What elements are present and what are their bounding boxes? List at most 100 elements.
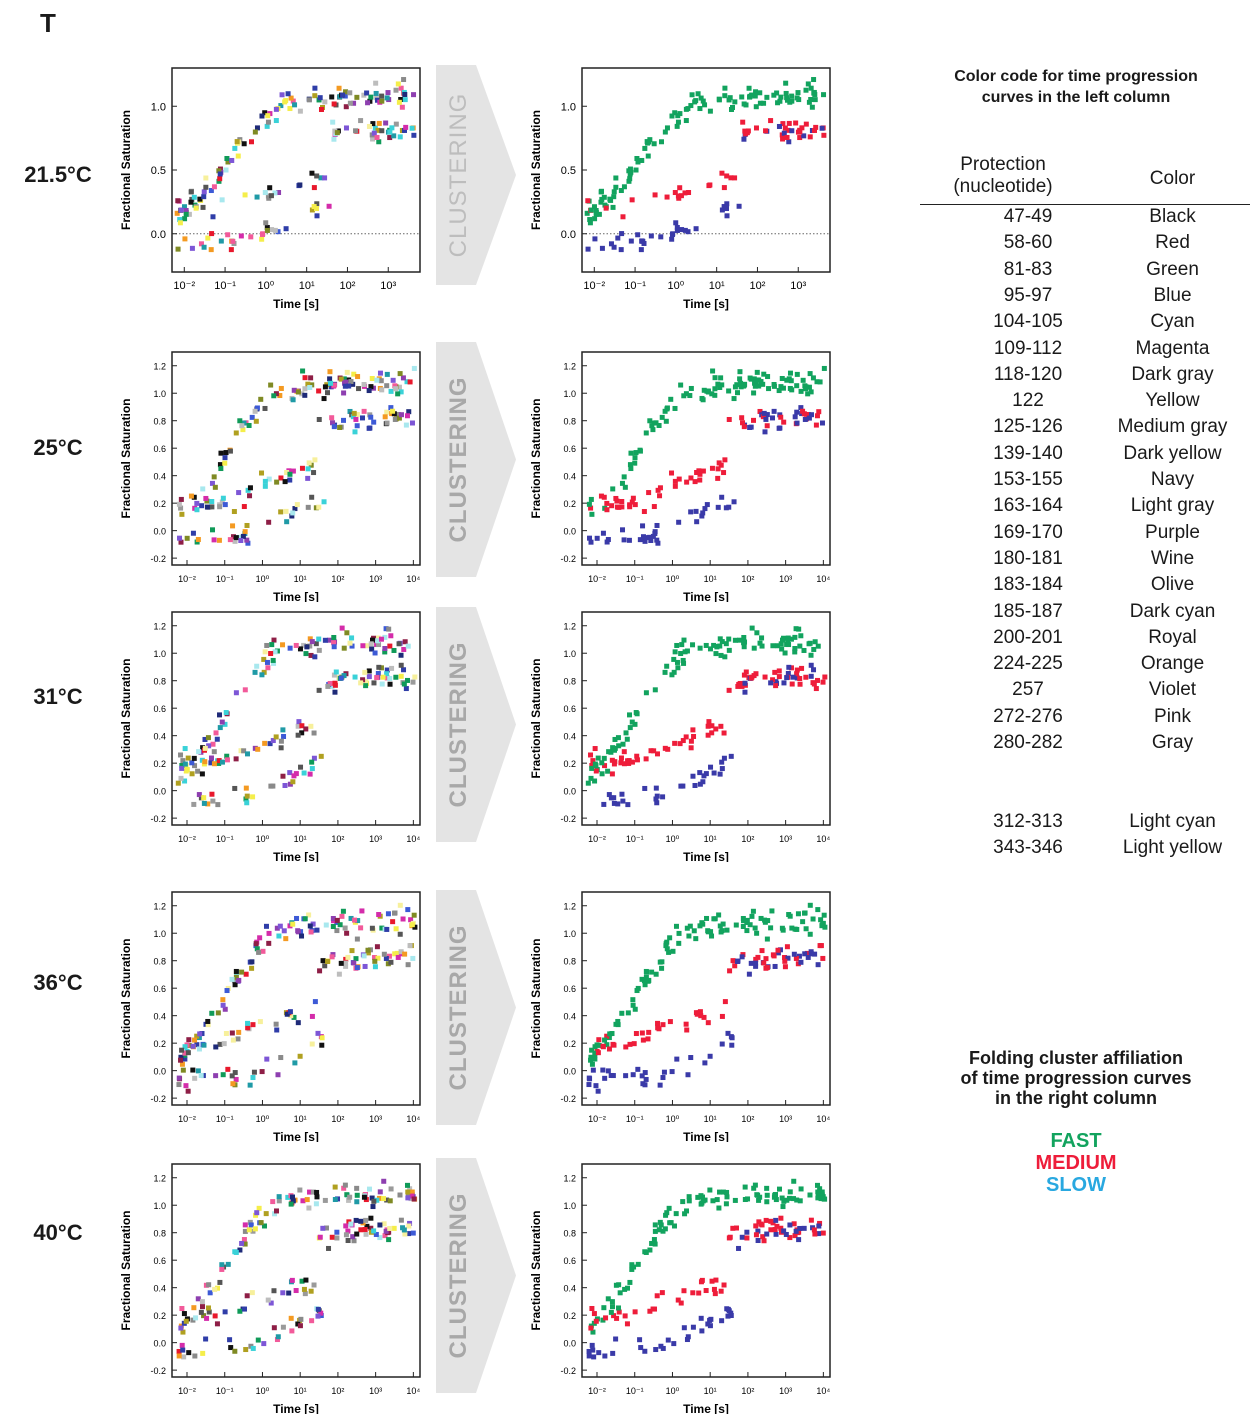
color-name: Purple	[1145, 521, 1200, 543]
data-point	[200, 486, 206, 492]
data-point	[303, 1277, 309, 1283]
data-point	[384, 667, 390, 673]
data-point	[374, 675, 380, 681]
data-point	[268, 193, 274, 199]
data-point	[702, 1060, 708, 1066]
data-point	[671, 656, 677, 662]
y-axis-label: Fractional Saturation	[119, 1210, 133, 1330]
data-point	[300, 1198, 306, 1204]
x-tick-label: 10³	[790, 280, 806, 292]
data-point	[814, 677, 820, 683]
data-point	[749, 625, 755, 631]
data-point	[709, 465, 715, 471]
data-point	[813, 124, 819, 130]
data-point	[705, 929, 711, 935]
data-point	[698, 1315, 704, 1321]
data-point	[191, 1305, 197, 1311]
data-point	[333, 669, 339, 675]
data-point	[791, 951, 797, 957]
data-point	[761, 960, 767, 966]
data-point	[396, 415, 402, 421]
data-point	[234, 139, 240, 145]
data-point	[732, 99, 738, 105]
data-point	[808, 412, 814, 418]
data-point	[191, 755, 197, 761]
y-tick-label: 0.8	[153, 677, 166, 687]
data-point	[699, 1194, 705, 1200]
data-point	[209, 499, 215, 505]
data-point	[651, 504, 657, 510]
data-point	[178, 539, 184, 545]
data-point	[278, 1055, 284, 1061]
data-point	[713, 726, 719, 732]
y-tick-label: 0.2	[563, 1311, 576, 1321]
y-tick-label: 0.4	[153, 472, 166, 482]
data-point	[269, 642, 275, 648]
data-point	[295, 389, 301, 395]
data-point	[626, 178, 632, 184]
data-point	[813, 686, 819, 692]
data-point	[798, 1186, 804, 1192]
data-point	[730, 1225, 736, 1231]
data-point	[792, 646, 798, 652]
x-tick-label: 10⁻¹	[626, 1386, 644, 1396]
data-point	[602, 1353, 608, 1359]
data-point	[632, 502, 638, 508]
data-point	[672, 478, 678, 484]
data-point	[290, 1198, 296, 1204]
data-point	[290, 98, 296, 104]
color-name: Light gray	[1130, 495, 1215, 517]
data-point	[345, 1228, 351, 1234]
data-point	[720, 1189, 726, 1195]
data-point	[297, 646, 303, 652]
data-point	[660, 1075, 666, 1081]
data-point	[362, 963, 368, 969]
data-point	[292, 506, 298, 512]
y-tick-label: 0.4	[563, 1284, 576, 1294]
data-point	[222, 721, 228, 727]
data-point	[591, 204, 597, 210]
data-point	[798, 633, 804, 639]
data-point	[353, 128, 359, 134]
data-point	[254, 194, 260, 200]
data-point	[795, 90, 801, 96]
data-point	[787, 1189, 793, 1195]
data-point	[262, 740, 268, 746]
data-point	[407, 943, 413, 949]
data-point	[600, 1067, 606, 1073]
plot-frame	[581, 1163, 831, 1378]
data-point	[217, 1279, 223, 1285]
data-point	[405, 907, 411, 913]
data-point	[302, 375, 308, 381]
data-point	[318, 1310, 324, 1316]
data-point	[614, 1315, 620, 1321]
data-point	[592, 236, 598, 242]
data-point	[719, 494, 725, 500]
data-point	[695, 91, 701, 97]
data-point	[373, 1231, 379, 1237]
data-point	[684, 1027, 690, 1033]
data-point	[779, 925, 785, 931]
data-point	[387, 129, 393, 135]
data-point	[277, 393, 283, 399]
data-point	[741, 424, 747, 430]
protection-range: 104-105	[993, 311, 1063, 333]
data-point	[693, 226, 699, 232]
data-point	[808, 662, 814, 668]
data-point	[687, 393, 693, 399]
data-point	[242, 192, 248, 198]
data-point	[793, 955, 799, 961]
data-point	[372, 964, 378, 970]
data-point	[205, 801, 211, 807]
data-point	[352, 917, 358, 923]
data-point	[311, 1282, 317, 1288]
data-point	[299, 465, 305, 471]
plot-frame	[171, 67, 421, 273]
data-point	[229, 976, 235, 982]
data-point	[677, 741, 683, 747]
data-point	[278, 509, 284, 515]
data-point	[280, 1324, 286, 1330]
data-point	[273, 391, 279, 397]
data-point	[709, 933, 715, 939]
data-point	[217, 725, 223, 731]
